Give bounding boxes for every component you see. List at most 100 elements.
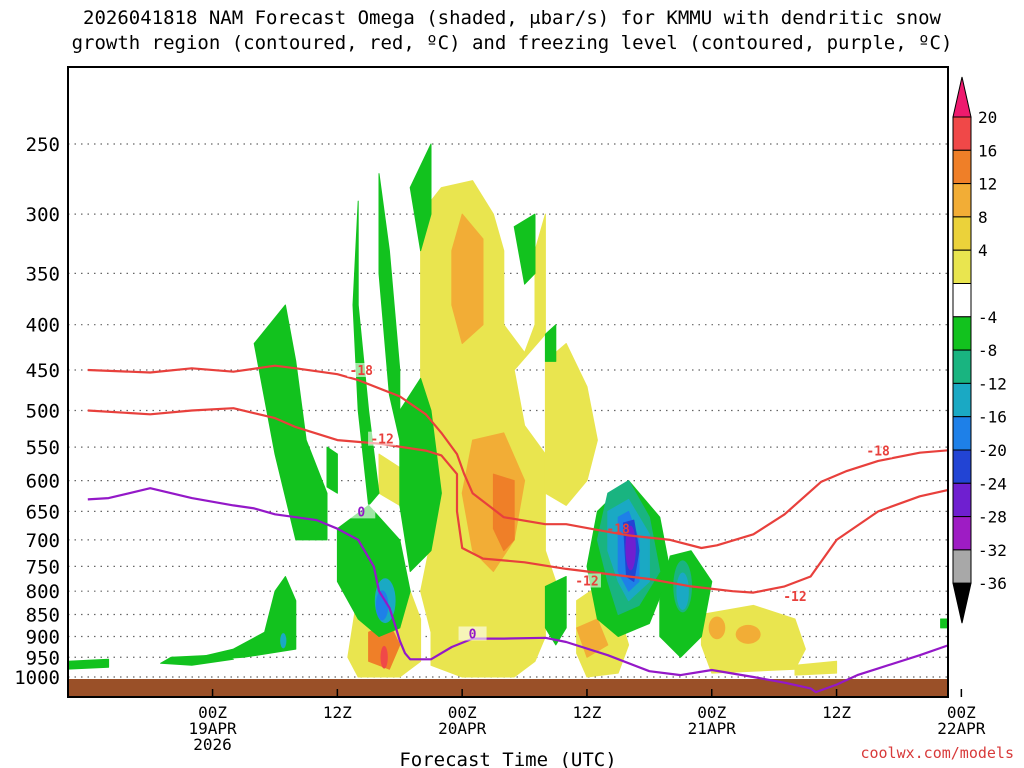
colorbar-label: 12 [978,175,997,194]
contour-label: -12 [575,574,598,589]
y-tick-label: 650 [26,501,60,523]
omega-region-descent [160,654,234,666]
colorbar-label: -16 [978,408,1007,427]
contour-line [87,364,948,550]
x-axis-label: Forecast Time (UTC) [399,749,616,768]
contour-label-bg [572,573,601,588]
colorbar-label: 20 [978,108,997,127]
colorbar-swatch [952,149,972,185]
colorbar-swatch [952,549,972,584]
y-tick-label: 350 [26,263,60,285]
x-tick-label: 22APR [937,719,986,738]
omega-core [708,616,726,640]
colorbar: 20 16 12 8 4 -4 -8 -12 -16 -20 -24 -28 -32 -36 [952,76,1007,624]
omega-region-descent [972,649,1014,669]
chart-title: 2026041818 NAM Forecast Omega (shaded, μ… [0,6,1024,56]
colorbar-label: -32 [978,541,1007,560]
colorbar-label: -20 [978,441,1007,460]
colorbar-label: -36 [978,574,1007,593]
contour-label: -18 [866,445,890,460]
x-tick-label: 00Z [947,703,976,722]
omega-region-descent [399,377,442,572]
x-tick-label: 12Z [822,703,851,722]
y-tick-label: 800 [26,581,60,603]
colorbar-swatch [952,382,972,418]
colorbar-label: 16 [978,141,997,160]
y-tick-label: 700 [26,530,60,552]
colorbar-label: 8 [978,208,988,227]
colorbar-label: -4 [978,308,997,327]
y-tick-label: 300 [26,204,60,226]
contour-label: -18 [350,364,374,379]
colorbar-swatch [952,216,972,251]
omega-region-descent [513,213,536,285]
contour-line [87,407,948,594]
colorbar-swatch [952,316,972,351]
chart-title-line-2: growth region (contoured, red, ºC) and f… [71,32,953,54]
omega-region-descent [68,658,110,670]
colorbar-bottom-tip [952,582,972,624]
colorbar-label: -8 [978,341,997,360]
omega-region-ascent [794,660,838,676]
omega-region-descent [409,143,432,252]
omega-region-descent [544,576,567,646]
colorbar-swatch [952,116,972,151]
colorbar-swatch [952,283,972,318]
contour-label: -12 [783,590,806,605]
omega-region-descent [352,200,380,506]
omega-core [676,572,689,610]
colorbar-swatch [952,416,972,451]
y-tick-label: 950 [26,647,60,669]
colorbar-swatch [952,516,972,551]
ground-layer [68,679,948,697]
y-tick-label: 250 [26,134,60,156]
y-tick-label: 900 [26,626,60,648]
contour-label: 0 [469,627,477,642]
colorbar-swatch [952,449,972,484]
contour-label-bg [347,504,376,519]
omega-region-descent [544,324,557,362]
y-tick-label: 450 [26,360,60,382]
x-tick-label: 20APR [438,719,487,738]
y-tick-label: 750 [26,556,60,578]
omega-region-ascent-core [451,213,484,344]
omega-region-ascent-core [492,473,515,552]
plot-frame [67,66,949,698]
x-tick-label: 00Z [198,703,227,722]
contour-label-bg [864,443,893,458]
credit-text: coolwx.com/models [860,744,1014,762]
omega-region-descent [180,576,297,662]
y-tick-label: 1000 [14,667,60,689]
x-tick-label: 21APR [688,719,737,738]
contour-label: 0 [357,505,365,520]
omega-core [280,633,287,649]
y-tick-label: 400 [26,315,60,337]
x-tick-label: 12Z [323,703,352,722]
omega-region-ascent [378,453,401,506]
omega-region-ascent [544,343,598,506]
y-axis: 2503003504004505005506006507007508008509… [14,134,60,689]
contour-line [87,487,948,694]
colorbar-swatch [952,249,972,284]
colorbar-swatch [952,482,972,518]
colorbar-label: 4 [978,241,988,260]
omega-core [735,624,761,644]
ground-surface [68,679,948,697]
colorbar-swatch [952,183,972,218]
omega-core [375,590,389,621]
omega-region-descent [326,446,338,494]
contour-label-bg [347,362,376,377]
colorbar-swatch [952,349,972,384]
y-tick-label: 850 [26,605,60,627]
chart-title-line-1: 2026041818 NAM Forecast Omega (shaded, μ… [83,7,941,29]
y-tick-label: 600 [26,471,60,493]
x-tick-label: 12Z [573,703,602,722]
colorbar-label: -12 [978,374,1007,393]
y-tick-label: 550 [26,437,60,459]
colorbar-top-tip [952,76,972,118]
x-tick-label: 19APR [188,719,237,738]
contour-layer: -18 -18 -12 -12 -12 0 0 -18 [87,362,948,694]
y-tick-label: 500 [26,401,60,423]
omega-region-descent [253,304,328,541]
